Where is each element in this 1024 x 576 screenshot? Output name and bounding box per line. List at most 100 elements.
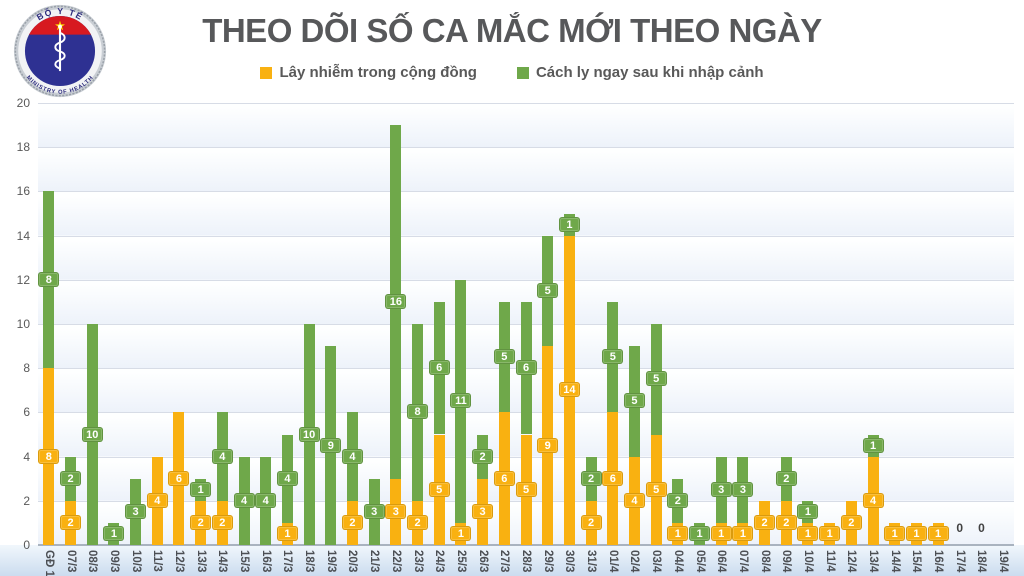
x-axis-label: 19/3 (324, 550, 337, 573)
bar-value-label: 4 (623, 492, 645, 508)
bar-value-label: 5 (428, 481, 450, 497)
bar-value-label: 4 (255, 492, 277, 508)
bar-value-label: 3 (472, 503, 494, 519)
bar-value-label: 4 (233, 492, 255, 508)
x-axis-label: 24/3 (433, 550, 446, 573)
bar-value-label: 5 (645, 481, 667, 497)
y-axis-label: 12 (16, 272, 30, 287)
bar-value-label: 8 (38, 271, 60, 287)
bar-value-label: 1 (276, 525, 298, 541)
x-axis-label: 30/3 (563, 550, 576, 573)
gridline (38, 279, 1014, 281)
bar-value-label: 1 (190, 481, 212, 497)
x-axis-label: 09/3 (107, 550, 120, 573)
x-axis-label: 13/4 (867, 550, 880, 573)
x-axis-label: 12/3 (172, 550, 185, 573)
zero-value-label: 0 (978, 521, 985, 535)
legend-item-quarantine: Cách ly ngay sau khi nhập cảnh (516, 64, 764, 81)
bar-value-label: 2 (580, 470, 602, 486)
bar-value-label: 16 (385, 293, 407, 309)
bar-value-label: 1 (732, 525, 754, 541)
x-axis-label: 13/3 (194, 550, 207, 573)
bar-value-label: 5 (623, 393, 645, 409)
x-axis-label: 08/4 (758, 550, 771, 573)
x-axis-label: 07/3 (64, 550, 77, 573)
x-axis-label: 20/3 (346, 550, 359, 573)
x-axis-label: 22/3 (389, 550, 402, 573)
ministry-of-health-logo: BỘ Y TẾ MINISTRY OF HEALTH (13, 4, 107, 98)
bar-value-label: 2 (407, 514, 429, 530)
page-title: THEO DÕI SỐ CA MẮC MỚI THEO NGÀY (202, 12, 822, 49)
bar-value-label: 1 (450, 525, 472, 541)
bar-value-label: 3 (363, 503, 385, 519)
bar-value-label: 6 (602, 470, 624, 486)
x-axis-label: 17/4 (953, 550, 966, 573)
bar-value-label: 2 (840, 514, 862, 530)
bar-value-label: 5 (493, 349, 515, 365)
bar-value-label: 6 (428, 360, 450, 376)
x-axis-label: 01/4 (606, 550, 619, 573)
bar-value-label: 3 (710, 481, 732, 497)
bar-value-label: 1 (905, 525, 927, 541)
x-axis-label: 29/3 (541, 550, 554, 573)
x-axis-label: 12/4 (845, 550, 858, 573)
legend-label-quarantine: Cách ly ngay sau khi nhập cảnh (535, 64, 764, 81)
y-axis-label: 0 (23, 538, 30, 552)
bar-value-label: 2 (341, 514, 363, 530)
bar-value-label: 6 (493, 470, 515, 486)
y-axis-label: 2 (23, 493, 30, 508)
gridline (38, 191, 1014, 193)
x-axis-label: 07/4 (736, 550, 749, 573)
y-axis-label: 8 (23, 361, 30, 376)
x-axis-label: 15/4 (910, 550, 923, 573)
logo-staff-knob (58, 24, 62, 29)
legend-swatch-quarantine-icon (516, 66, 529, 79)
x-axis-label: 11/4 (823, 550, 836, 572)
gridline (38, 103, 1014, 104)
x-axis-label: GĐ 1 (42, 550, 55, 576)
bar-value-label: 9 (320, 437, 342, 453)
x-axis-label: 06/4 (715, 550, 728, 573)
bar-value-label: 1 (862, 437, 884, 453)
bar-value-label: 1 (884, 525, 906, 541)
bar-value-label: 2 (775, 514, 797, 530)
bar-value-label: 2 (190, 514, 212, 530)
bar-value-label: 3 (732, 481, 754, 497)
bar-value-label: 3 (385, 503, 407, 519)
bar-value-label: 1 (558, 216, 580, 232)
bar-value-label: 4 (862, 492, 884, 508)
x-axis-label: 11/3 (151, 550, 164, 572)
y-axis-label: 18 (16, 140, 30, 155)
bar-value-label: 9 (537, 437, 559, 453)
x-axis-label: 27/3 (498, 550, 511, 573)
chart-legend: Lây nhiễm trong cộng đồng Cách ly ngay s… (0, 64, 1024, 81)
bar-value-label: 5 (537, 282, 559, 298)
bar-value-label: 1 (667, 525, 689, 541)
x-axis-label: 16/4 (932, 550, 945, 573)
bar-value-label: 1 (819, 525, 841, 541)
bar-value-label: 1 (927, 525, 949, 541)
bar-value-label: 1 (710, 525, 732, 541)
x-axis-label-band (0, 545, 1024, 576)
bar-value-label: 2 (60, 470, 82, 486)
legend-label-community: Lây nhiễm trong cộng đồng (279, 64, 477, 81)
x-axis-line (38, 544, 1014, 546)
x-axis-label: 04/4 (671, 550, 684, 573)
bar-value-label: 14 (558, 382, 580, 398)
y-axis-label: 20 (16, 96, 30, 110)
legend-swatch-community-icon (260, 66, 273, 79)
bar-value-label: 4 (146, 492, 168, 508)
x-axis-label: 26/3 (476, 550, 489, 573)
y-axis-label: 4 (23, 449, 30, 464)
x-axis-label: 31/3 (585, 550, 598, 573)
x-axis-label: 28/3 (520, 550, 532, 573)
y-axis-label: 10 (16, 317, 30, 331)
y-axis-label: 14 (16, 228, 30, 243)
legend-item-community: Lây nhiễm trong cộng đồng (260, 64, 477, 81)
bar-value-label: 2 (211, 514, 233, 530)
bar-value-label: 5 (515, 481, 537, 497)
gridline (38, 235, 1014, 237)
x-axis-label: 17/3 (281, 550, 294, 573)
x-axis-label: 08/3 (86, 550, 99, 573)
